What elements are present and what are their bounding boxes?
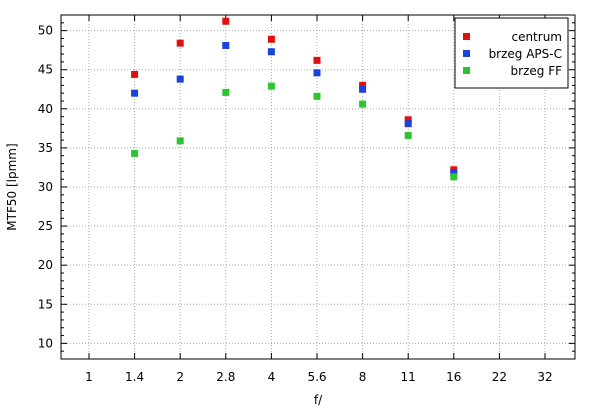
x-axis-label: f/ <box>314 393 323 407</box>
x-tick-labels: 1 1.4 2 2.8 4 5.6 8 11 16 22 32 <box>85 370 552 384</box>
legend-box <box>454 17 569 89</box>
data-point <box>176 39 184 47</box>
legend-label: brzeg APS-C <box>489 47 562 61</box>
data-point <box>222 17 230 25</box>
data-point <box>450 173 458 181</box>
data-point <box>313 69 321 77</box>
x-tick-label: 2 <box>176 370 184 384</box>
x-tick-label: 1 <box>85 370 93 384</box>
legend-marker <box>463 33 470 40</box>
y-tick-label: 45 <box>38 63 53 77</box>
data-point <box>267 35 275 43</box>
data-point <box>404 116 412 124</box>
x-tick-label: 11 <box>401 370 416 384</box>
data-point <box>450 169 458 177</box>
y-tick-labels: 10 15 20 25 30 35 40 45 50 <box>38 24 53 351</box>
data-point <box>359 100 367 108</box>
data-point <box>222 41 230 49</box>
y-tick-label: 25 <box>38 219 53 233</box>
data-points <box>131 17 458 181</box>
data-point <box>176 75 184 83</box>
x-tick-label: 8 <box>359 370 367 384</box>
y-tick-label: 35 <box>38 141 53 155</box>
data-point <box>267 48 275 56</box>
data-point <box>359 85 367 93</box>
x-tick-label: 16 <box>446 370 461 384</box>
y-tick-label: 40 <box>38 102 53 116</box>
x-tick-label: 2.8 <box>216 370 235 384</box>
data-point <box>404 131 412 139</box>
y-tick-label: 15 <box>38 297 53 311</box>
x-tick-label: 32 <box>537 370 552 384</box>
data-point <box>404 120 412 128</box>
legend-label: centrum <box>511 30 562 44</box>
data-point <box>313 56 321 64</box>
ticks <box>61 14 575 360</box>
data-point <box>267 82 275 90</box>
y-tick-label: 50 <box>38 24 53 38</box>
data-point <box>131 70 139 78</box>
data-point <box>131 89 139 97</box>
data-point <box>313 92 321 100</box>
x-tick-label: 4 <box>268 370 276 384</box>
y-tick-label: 30 <box>38 180 53 194</box>
legend-marker <box>463 67 470 74</box>
data-point <box>359 81 367 89</box>
legend-label: brzeg FF <box>511 64 563 78</box>
x-tick-label: 5.6 <box>307 370 326 384</box>
data-point <box>222 88 230 96</box>
y-tick-label: 20 <box>38 258 53 272</box>
x-tick-label: 22 <box>492 370 507 384</box>
data-point <box>176 137 184 145</box>
x-tick-label: 1.4 <box>125 370 144 384</box>
y-tick-label: 10 <box>38 336 53 350</box>
legend: centrum brzeg APS-C brzeg FF <box>454 17 569 89</box>
y-axis-label: MTF50 [lpmm] <box>5 143 19 230</box>
legend-marker <box>463 50 470 57</box>
data-point <box>131 149 139 157</box>
